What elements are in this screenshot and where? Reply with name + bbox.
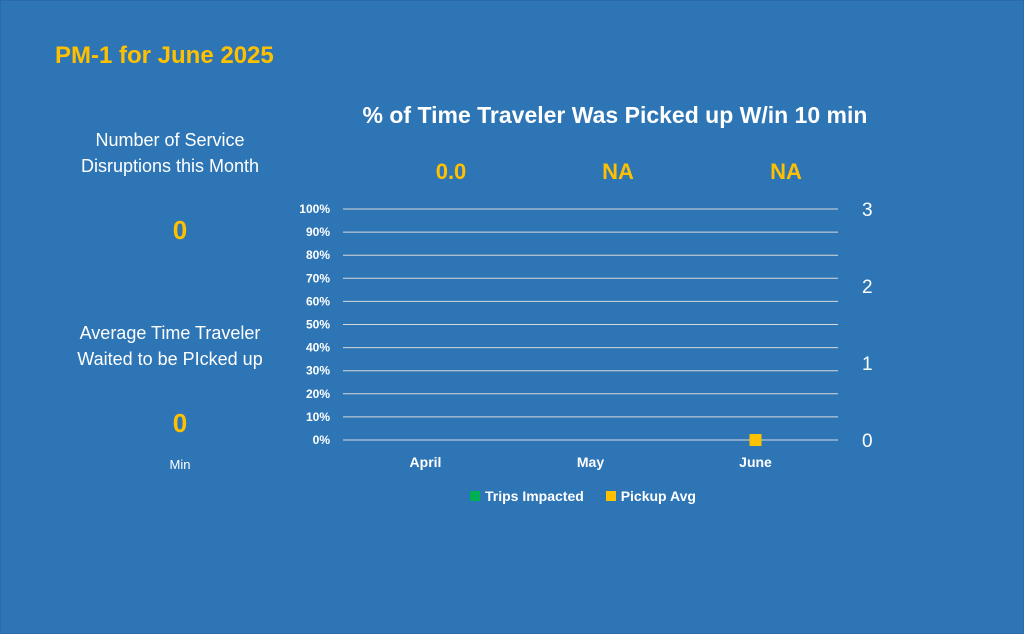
legend-label-trips-impacted: Trips Impacted bbox=[485, 488, 584, 504]
y-left-tick-label: 50% bbox=[306, 318, 330, 332]
page-title: PM-1 for June 2025 bbox=[55, 42, 274, 69]
legend-swatch-pickup-avg bbox=[605, 491, 616, 501]
y-right-tick-label: 3 bbox=[862, 200, 873, 221]
wait-label-line2: Waited to be PIcked up bbox=[77, 349, 263, 369]
y-left-tick-label: 40% bbox=[306, 341, 330, 355]
y-right-tick-label: 0 bbox=[862, 431, 873, 452]
wait-label-line1: Average Time Traveler bbox=[79, 323, 261, 343]
disruptions-label-line1: Number of Service bbox=[95, 130, 245, 150]
y-left-tick-label: 70% bbox=[306, 271, 330, 285]
y-left-tick-label: 80% bbox=[306, 248, 330, 262]
y-left-tick-label: 90% bbox=[306, 225, 330, 239]
top-value-april: 0.0 bbox=[435, 159, 467, 184]
wait-value: 0 bbox=[172, 408, 188, 438]
x-tick-label: June bbox=[739, 454, 772, 470]
wait-label: Average Time Traveler Waited to be PIcke… bbox=[50, 320, 290, 372]
x-tick-label: April bbox=[410, 454, 442, 470]
y-left-tick-label: 20% bbox=[306, 387, 330, 401]
top-value-may: NA bbox=[602, 159, 634, 184]
wait-unit: Min bbox=[169, 457, 191, 472]
y-right-tick-label: 1 bbox=[862, 354, 873, 375]
disruptions-value: 0 bbox=[172, 215, 188, 245]
y-left-tick-label: 100% bbox=[299, 202, 330, 216]
y-left-tick-label: 30% bbox=[306, 364, 330, 378]
chart-title: % of Time Traveler Was Picked up W/in 10… bbox=[362, 102, 868, 128]
chart-legend: Trips Impacted Pickup Avg bbox=[470, 488, 714, 504]
legend-label-pickup-avg: Pickup Avg bbox=[620, 488, 696, 504]
top-value-june: NA bbox=[770, 159, 802, 184]
marker-pickup-avg bbox=[749, 434, 762, 446]
legend-swatch-trips-impacted bbox=[470, 491, 480, 501]
legend-item-pickup-avg: Pickup Avg bbox=[605, 488, 696, 504]
y-right-tick-label: 2 bbox=[862, 277, 873, 298]
y-left-tick-label: 0% bbox=[313, 433, 331, 447]
disruptions-label-line2: Disruptions this Month bbox=[80, 156, 260, 176]
y-left-tick-label: 60% bbox=[306, 294, 330, 308]
legend-item-trips-impacted: Trips Impacted bbox=[470, 488, 584, 504]
disruptions-label: Number of Service Disruptions this Month bbox=[50, 127, 290, 179]
y-left-tick-label: 10% bbox=[306, 410, 330, 424]
x-tick-label: May bbox=[577, 454, 604, 470]
